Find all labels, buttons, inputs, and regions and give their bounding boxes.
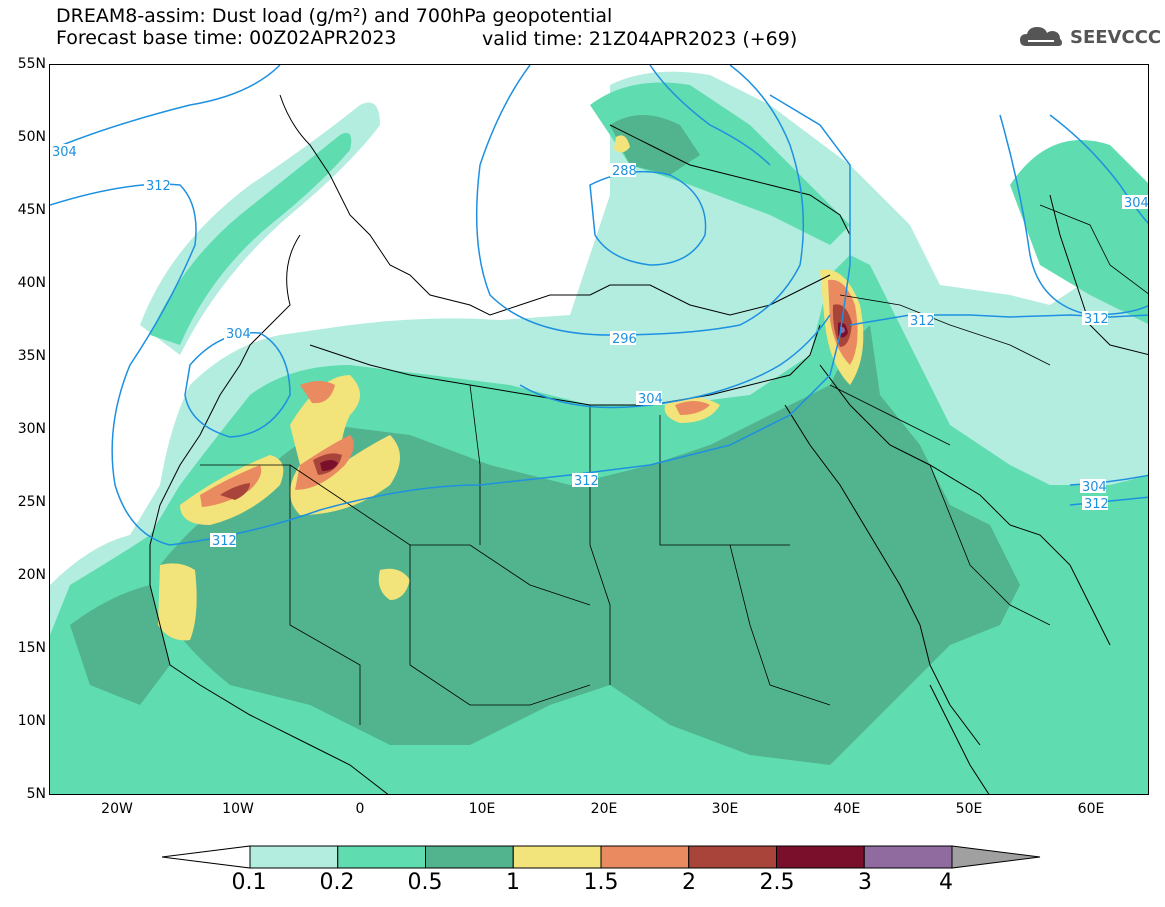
lon-label: 40E <box>833 801 861 817</box>
colorbar-low-arrow <box>161 845 251 869</box>
contour-label: 304 <box>638 392 663 407</box>
colorbar-cell <box>776 845 865 869</box>
contour-label: 312 <box>1084 312 1109 327</box>
chart-title-base-time: Forecast base time: 00Z02APR2023 <box>56 27 397 49</box>
colorbar <box>161 845 1041 869</box>
contour-label: 304 <box>226 327 251 342</box>
lon-label: 50E <box>955 801 983 817</box>
colorbar-cell <box>688 845 777 869</box>
dust-shade-0.5-west <box>70 585 170 705</box>
colorbar-label: 2 <box>682 870 696 895</box>
dust-shade-0.2-caspian <box>1010 140 1148 324</box>
lon-label: 30E <box>711 801 739 817</box>
colorbar-cell <box>512 845 602 869</box>
lon-label: 10W <box>222 801 254 817</box>
contour-label: 304 <box>1124 196 1149 211</box>
colorbar-label: 4 <box>939 870 953 895</box>
lat-label: 10N <box>17 713 46 729</box>
contour-label: 312 <box>146 179 171 194</box>
lat-label: 40N <box>17 275 46 291</box>
contour-label: 304 <box>52 145 77 160</box>
colorbar-label: 1.5 <box>583 870 619 895</box>
contour-label: 288 <box>612 164 637 179</box>
seevccc-logo: SEEVCCC <box>1018 24 1161 50</box>
dust-shade-1-ukraine <box>614 135 630 153</box>
lon-label: 60E <box>1077 801 1105 817</box>
colorbar-cells <box>249 845 953 869</box>
lat-label: 25N <box>17 494 46 510</box>
lat-label: 45N <box>17 202 46 218</box>
dust-shade-1.5-c <box>300 381 335 404</box>
lat-label: 20N <box>17 567 46 583</box>
dust-load-field: 304 312 288 296 304 312 304 312 312 312 … <box>50 65 1149 794</box>
colorbar-label: 1 <box>506 870 520 895</box>
lat-label: 5N <box>26 786 46 802</box>
lon-label: 20E <box>590 801 618 817</box>
dust-shade-0.5-ukraine <box>610 115 700 175</box>
logo-text: SEEVCCC <box>1070 26 1162 48</box>
cloud-icon <box>1020 27 1062 46</box>
colorbar-label: 3 <box>858 870 872 895</box>
contour-label: 312 <box>212 534 237 549</box>
lat-label: 30N <box>17 421 46 437</box>
lat-label: 35N <box>17 348 46 364</box>
contour-labels: 304 312 288 296 304 312 304 312 312 312 … <box>50 144 1149 549</box>
dust-map: 304 312 288 296 304 312 304 312 312 312 … <box>49 64 1149 795</box>
colorbar-cell <box>600 845 690 869</box>
geopotential-contours <box>50 65 1148 546</box>
dust-shade-2 <box>220 483 250 500</box>
dust-shade-3 <box>320 460 338 471</box>
dust-shade-1.5-b <box>200 465 262 507</box>
colorbar-label: 0.2 <box>319 870 355 895</box>
coastlines <box>149 94 1148 794</box>
chart-title-line1: DREAM8-assim: Dust load (g/m²) and 700hP… <box>56 5 613 27</box>
colorbar-cell <box>337 845 426 869</box>
contour-label: 304 <box>1082 480 1107 495</box>
lat-label: 55N <box>17 56 46 72</box>
colorbar-high-arrow <box>951 845 1041 869</box>
lon-label: 20W <box>101 801 133 817</box>
dust-shade-1-mauritania <box>158 563 197 641</box>
colorbar-label: 0.5 <box>407 870 443 895</box>
contour-label: 312 <box>1084 497 1109 512</box>
contour-label: 312 <box>574 474 599 489</box>
colorbar-cell <box>863 845 953 869</box>
lon-label: 0 <box>355 801 365 817</box>
colorbar-label: 2.5 <box>759 870 795 895</box>
lat-label: 50N <box>17 129 46 145</box>
colorbar-cell <box>249 845 339 869</box>
contour-label: 296 <box>612 332 637 347</box>
lon-label: 10E <box>468 801 496 817</box>
colorbar-cell <box>425 845 514 869</box>
dust-shade-1-mali <box>378 568 410 600</box>
colorbar-label: 0.1 <box>231 870 267 895</box>
dust-shade-0.2-band <box>150 132 352 345</box>
chart-title-valid-time: valid time: 21Z04APR2023 (+69) <box>482 28 798 50</box>
lat-label: 15N <box>17 640 46 656</box>
contour-label: 312 <box>910 314 935 329</box>
dust-shade-1.5-libya <box>675 401 710 415</box>
